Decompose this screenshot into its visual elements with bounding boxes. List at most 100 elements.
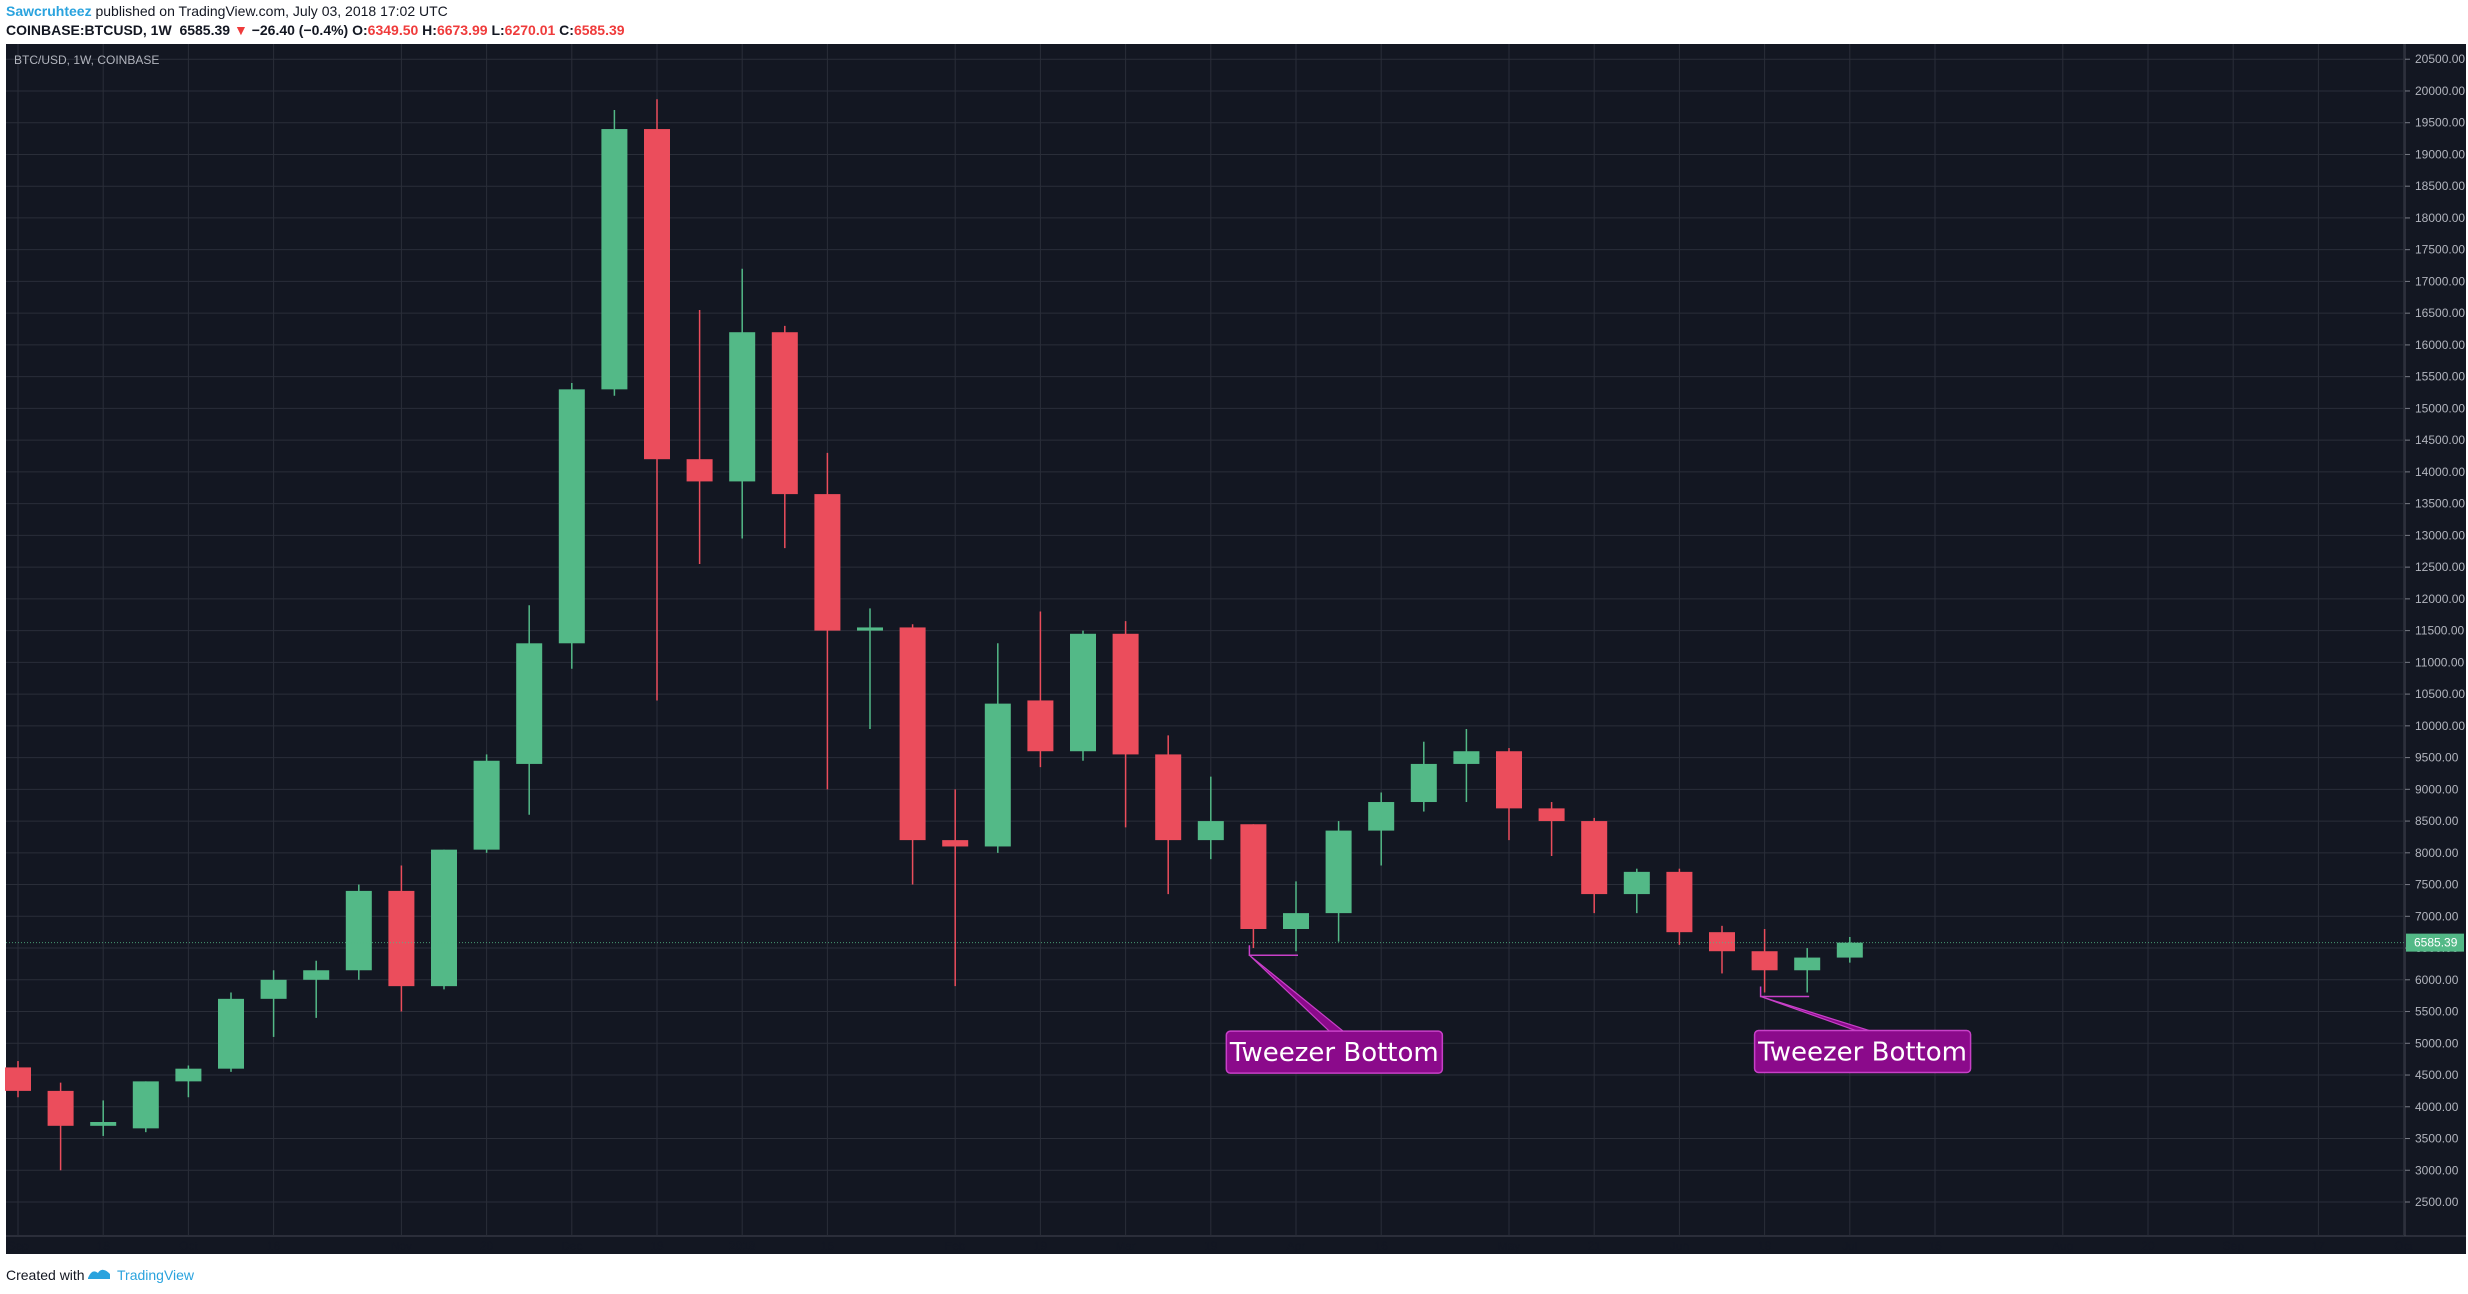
tradingview-brand-link[interactable]: TradingView [117,1267,195,1283]
bearish-candle[interactable] [1240,824,1267,949]
candle-body [388,890,415,987]
open-value: 6349.50 [367,22,419,38]
y-tick-label: 17500.00 [2415,243,2465,257]
candle-body [1112,633,1139,755]
x-tick-label: 2018 [729,1239,756,1253]
x-tick-label: 20 [2141,1239,2155,1253]
ohlc-summary: COINBASE:BTCUSD, 1W 6585.39 ▼ −26.40 (−0… [6,22,625,38]
bullish-candle[interactable] [473,754,500,853]
grid-lines [6,44,2466,1237]
bearish-candle[interactable] [1496,748,1522,841]
candle-body [1623,871,1650,895]
bullish-candle[interactable] [1453,729,1480,803]
candle-body [814,494,841,631]
bullish-candle[interactable] [1623,868,1650,914]
bullish-candle[interactable] [729,268,756,539]
x-tick-label: 19 [1204,1239,1218,1253]
bullish-candle[interactable] [218,992,244,1072]
bullish-candle[interactable] [1368,792,1395,866]
author-name[interactable]: Sawcruhteez [6,3,92,19]
bearish-candle[interactable] [899,624,926,885]
bearish-candle[interactable] [1666,868,1693,945]
x-tick-label: Oct [179,1239,198,1253]
bearish-candle[interactable] [1581,817,1608,914]
bullish-candle[interactable] [1836,937,1863,963]
bullish-candle[interactable] [1070,630,1096,761]
bullish-candle[interactable] [558,383,585,669]
bearish-candle[interactable] [5,1061,31,1098]
bullish-candle[interactable] [303,960,330,1018]
y-tick-label: 3000.00 [2415,1163,2459,1177]
bearish-candle[interactable] [1112,621,1139,828]
price-chart[interactable]: 2500.00 3000.00 3500.00 4000.00 4500.00 5000.… [0,42,2468,1256]
axis-ticks: 2500.00 3000.00 3500.00 4000.00 4500.00 5000.… [7,52,2465,1253]
bullish-candle[interactable] [1325,821,1352,942]
y-tick-label: 13000.00 [2415,528,2465,542]
bearish-candle[interactable] [814,452,841,790]
y-tick-label: 4000.00 [2415,1100,2459,1114]
bullish-candle[interactable] [132,1081,159,1133]
low-label: L: [491,22,505,38]
candle-body [260,979,287,999]
bearish-candle[interactable] [1751,929,1778,993]
bullish-candle[interactable] [1410,741,1437,812]
bullish-candle[interactable] [175,1065,202,1098]
bullish-candle[interactable] [516,605,543,815]
symbol-interval: COINBASE:BTCUSD, 1W [6,22,172,38]
bullish-candle[interactable] [1283,881,1309,952]
bearish-candle[interactable] [771,325,798,549]
x-tick-label: Jun [1670,1239,1689,1253]
candle-body [1751,951,1778,971]
bullish-candle[interactable] [601,110,628,396]
candle-body [1155,754,1182,841]
bullish-candle[interactable] [260,970,287,1037]
candle-body [345,890,372,971]
bearish-candle[interactable] [686,309,713,564]
x-tick-label: Apr [1287,1239,1306,1253]
bearish-candle[interactable] [388,865,415,1012]
current-price: 6585.39 [179,22,231,38]
bearish-candle[interactable] [1155,735,1182,895]
y-tick-label: 5000.00 [2415,1036,2459,1050]
y-tick-label: 7500.00 [2415,878,2459,892]
candle-body [1538,808,1565,822]
candle-body [601,129,628,390]
bearish-candle[interactable] [1538,802,1565,856]
created-with-text: Created with [6,1267,85,1283]
y-tick-label: 15000.00 [2415,401,2465,415]
x-tick-label: Sep [2223,1239,2245,1253]
high-value: 6673.99 [436,22,488,38]
bearish-candle[interactable] [644,99,670,701]
x-tick-label: 16 [267,1239,281,1253]
candle-body [473,760,500,850]
close-label: C: [559,22,574,38]
candle-body [1836,942,1863,958]
candle-body [644,129,670,460]
x-tick-label: Sep [7,1239,29,1253]
x-tick-label: Jul [1842,1239,1857,1253]
bearish-candle[interactable] [942,789,969,987]
bullish-candle[interactable] [1197,776,1224,860]
published-text: published on TradingView.com, July 03, 2… [91,3,448,19]
y-tick-label: 9500.00 [2415,751,2459,765]
bullish-candle[interactable] [857,608,883,730]
candle-body [303,970,330,980]
bullish-candle[interactable] [984,643,1011,853]
y-tick-label: 2500.00 [2415,1195,2459,1209]
bullish-candle[interactable] [1794,948,1821,993]
open-label: O: [352,22,368,38]
bearish-candle[interactable] [47,1082,74,1171]
tweezer-bottom-annotation[interactable]: Tweezer Bottom [1225,945,1444,1074]
candle-body [1027,700,1054,752]
candle-body [1240,824,1267,930]
bearish-candle[interactable] [1027,611,1054,768]
bullish-candle[interactable] [431,849,457,990]
candle-body [1709,932,1735,952]
x-tick-label: 20 [480,1239,494,1253]
last-price-marker: 6585.39 [6,933,2464,952]
bullish-candle[interactable] [345,884,372,980]
tweezer-bottom-annotation[interactable]: Tweezer Bottom [1753,986,1972,1074]
bullish-candle[interactable] [90,1100,117,1136]
y-tick-label: 12000.00 [2415,592,2465,606]
bearish-candle[interactable] [1709,925,1735,974]
